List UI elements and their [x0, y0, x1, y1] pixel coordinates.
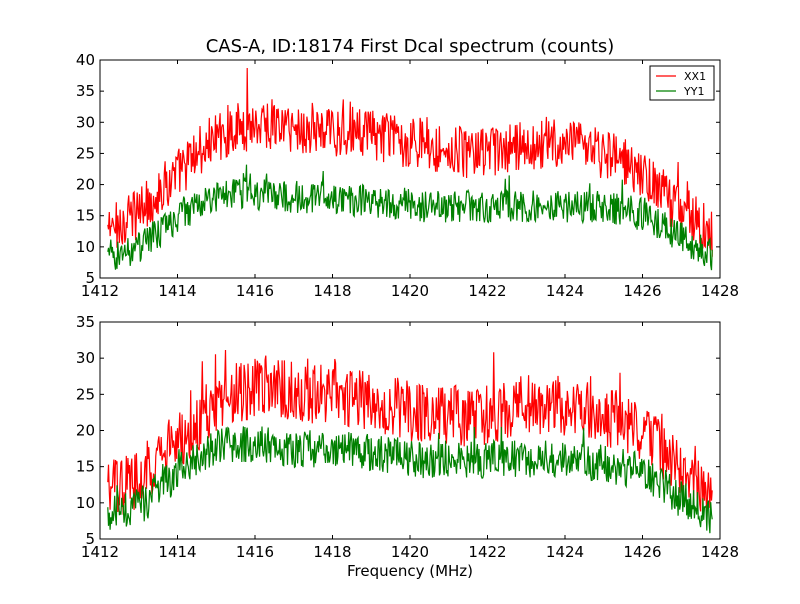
series-line-green — [107, 426, 713, 534]
y-tick-label: 15 — [76, 458, 95, 476]
y-tick-label: 20 — [76, 176, 95, 194]
x-tick-label: 1414 — [158, 282, 196, 300]
series-line-xx1 — [107, 67, 713, 257]
x-tick-label: 1418 — [313, 282, 351, 300]
x-tick-label: 1414 — [158, 543, 196, 561]
x-tick-label: 1422 — [468, 543, 506, 561]
series-line-yy1 — [107, 164, 713, 271]
series-group — [107, 67, 713, 271]
top-spectrum-panel: 1412 1414 1416 1418 1420 1422 1424 1426 1428 5 10 1… — [76, 51, 739, 300]
y-tick-label: 25 — [76, 144, 95, 162]
x-tick-label: 1416 — [236, 282, 274, 300]
x-tick-label: 1428 — [701, 543, 739, 561]
x-tick-label: 1426 — [623, 282, 661, 300]
y-tick-label: 10 — [76, 238, 95, 256]
series-group — [107, 349, 713, 534]
x-tick-label: 1420 — [391, 282, 429, 300]
chart-title: CAS-A, ID:18174 First Dcal spectrum (cou… — [206, 36, 615, 57]
legend-box — [649, 65, 715, 101]
series-line-red — [107, 349, 713, 523]
x-tick-label: 1412 — [81, 282, 119, 300]
y-tick-label: 20 — [76, 422, 95, 440]
x-tick-label: 1424 — [546, 543, 584, 561]
x-tick-label: 1422 — [468, 282, 506, 300]
y-tick-label: 35 — [76, 313, 95, 331]
plot-area — [99, 59, 721, 279]
x-tick-label: 1416 — [236, 543, 274, 561]
x-axis-label: Frequency (MHz) — [347, 562, 473, 580]
x-tick-label: 1428 — [701, 282, 739, 300]
y-tick-label: 30 — [76, 349, 95, 367]
legend-label-xx1: XX1 — [684, 70, 706, 83]
legend-label-yy1: YY1 — [683, 85, 704, 98]
y-tick-label: 25 — [76, 385, 95, 403]
x-tick-label: 1420 — [391, 543, 429, 561]
x-tick-label: 1418 — [313, 543, 351, 561]
y-tick-label: 15 — [76, 207, 95, 225]
x-tick-label: 1426 — [623, 543, 661, 561]
x-tick-label: 1424 — [546, 282, 584, 300]
y-tick-label: 5 — [85, 530, 95, 548]
y-tick-label: 40 — [76, 51, 95, 69]
y-tick-label: 30 — [76, 113, 95, 131]
bottom-spectrum-panel: 1412 1414 1416 1418 1420 1422 1424 1426 1428 5 10 1… — [76, 313, 739, 580]
y-tick-label: 10 — [76, 494, 95, 512]
y-tick-label: 5 — [85, 269, 95, 287]
plot-area — [99, 321, 721, 540]
x-tick-label: 1412 — [81, 543, 119, 561]
y-tick-label: 35 — [76, 82, 95, 100]
